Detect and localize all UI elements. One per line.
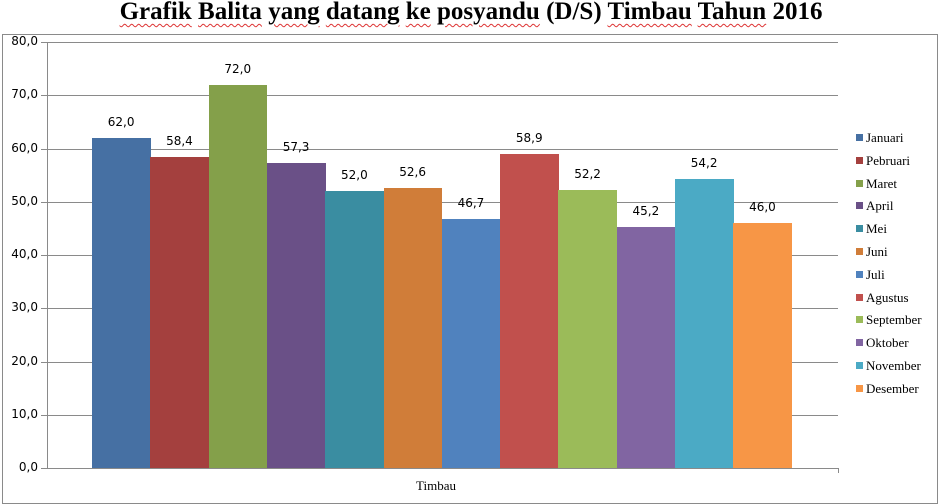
legend-label: Mei: [866, 221, 887, 237]
bar-desember: [733, 223, 793, 468]
legend-swatch-icon: [856, 270, 863, 278]
legend-label: Agustus: [866, 289, 909, 305]
bar-maret: [208, 84, 268, 468]
gridline: [47, 148, 838, 150]
y-tick: [41, 42, 47, 43]
legend-label: Juni: [866, 243, 888, 259]
legend-label: Januari: [866, 130, 904, 145]
y-tick: [41, 148, 47, 150]
data-label: 52,0: [340, 168, 368, 183]
legend-label: April: [866, 198, 894, 214]
legend-swatch-icon: [856, 293, 863, 301]
bar-mei: [325, 191, 384, 468]
y-tick-label: 20,0: [11, 353, 38, 368]
legend-swatch-icon: [856, 134, 863, 141]
legend-item-mei: Mei: [856, 221, 922, 244]
legend-swatch-icon: [856, 384, 863, 392]
data-label: 62,0: [107, 114, 135, 129]
legend-swatch-icon: [856, 339, 863, 347]
y-tick: [41, 201, 47, 203]
legend-swatch-icon: [856, 202, 863, 210]
legend-swatch-icon: [856, 247, 863, 255]
chart-title: Grafik Balita yang datang ke posyandu (D…: [0, 0, 942, 26]
bar-juni: [383, 187, 443, 468]
y-tick: [41, 308, 47, 310]
legend-label: September: [866, 312, 922, 328]
data-label: 46,0: [749, 200, 776, 215]
bar-agustus: [500, 154, 559, 468]
y-tick: [41, 414, 47, 416]
bar-juli: [441, 219, 501, 468]
title-word: Timbau: [607, 0, 692, 25]
y-tick-label: 10,0: [11, 406, 38, 421]
legend-item-november: November: [856, 358, 922, 381]
title-word: 2016: [772, 0, 823, 25]
title-word: (D/S): [546, 0, 602, 25]
bar-januari: [92, 137, 151, 468]
legend-label: Pebruari: [866, 152, 911, 168]
y-tick-label: 50,0: [11, 193, 38, 208]
title-word: ke: [405, 0, 431, 25]
legend-label: Desember: [866, 380, 919, 396]
bar-april: [266, 162, 326, 468]
legend-item-oktober: Oktober: [856, 335, 922, 358]
legend-item-maret: Maret: [856, 176, 922, 199]
y-tick-label: 0,0: [18, 460, 38, 474]
legend-item-april: April: [856, 198, 922, 221]
bar-september: [558, 190, 618, 468]
bar-pebruari: [150, 157, 210, 468]
plot-area: 62,0 58,4 72,0 57,3 52,0 52,6 46,7 58,9 52,2 45,2…: [47, 42, 838, 469]
legend-label: Juli: [866, 266, 885, 282]
x-axis-end-tick: [838, 468, 839, 473]
data-label: 57,3: [282, 139, 310, 154]
y-tick-label: 80,0: [11, 34, 38, 48]
title-word: posyandu: [436, 0, 540, 25]
legend-item-juni: Juni: [856, 244, 922, 267]
legend-swatch-icon: [856, 316, 863, 324]
y-tick-label: 60,0: [11, 140, 38, 155]
title-word: datang: [325, 0, 400, 25]
legend-swatch-icon: [856, 225, 863, 233]
title-word: Balita: [198, 0, 262, 25]
y-tick-label: 70,0: [11, 87, 38, 102]
title-word: yang: [268, 0, 320, 25]
y-tick-label: 30,0: [11, 300, 38, 315]
data-label: 58,9: [515, 131, 543, 146]
legend-item-desember: Desember: [856, 381, 922, 404]
y-tick: [41, 361, 47, 363]
data-label: 58,4: [166, 134, 193, 149]
y-tick-label: 40,0: [11, 247, 38, 261]
legend-item-juli: Juli: [856, 267, 922, 290]
data-label: 45,2: [632, 204, 660, 219]
data-label: 72,0: [224, 61, 252, 76]
data-label: 46,7: [457, 196, 485, 211]
gridline: [47, 468, 838, 469]
legend-item-pebruari: Pebruari: [856, 153, 922, 176]
data-label: 54,2: [690, 156, 718, 171]
legend-label: November: [866, 357, 921, 373]
gridline: [47, 95, 838, 97]
title-word: Tahun: [697, 0, 767, 25]
y-tick: [41, 95, 47, 97]
bar-november: [675, 179, 734, 468]
title-word: Grafik: [119, 0, 192, 25]
legend-item-agustus: Agustus: [856, 290, 922, 313]
legend: Januari Pebruari Maret April Mei Juni Juli Agus…: [856, 130, 922, 404]
y-tick: [41, 468, 47, 469]
gridline: [47, 201, 838, 203]
legend-item-januari: Januari: [856, 130, 922, 153]
legend-label: Oktober: [866, 335, 909, 351]
gridline: [47, 42, 838, 43]
data-label: 52,6: [399, 164, 426, 179]
data-label: 52,2: [574, 167, 601, 182]
y-tick: [41, 255, 47, 256]
legend-swatch-icon: [856, 156, 863, 164]
bar-oktober: [616, 227, 676, 468]
legend-swatch-icon: [856, 361, 863, 369]
legend-swatch-icon: [856, 179, 863, 187]
legend-label: Maret: [866, 175, 898, 191]
legend-item-september: September: [856, 312, 922, 335]
